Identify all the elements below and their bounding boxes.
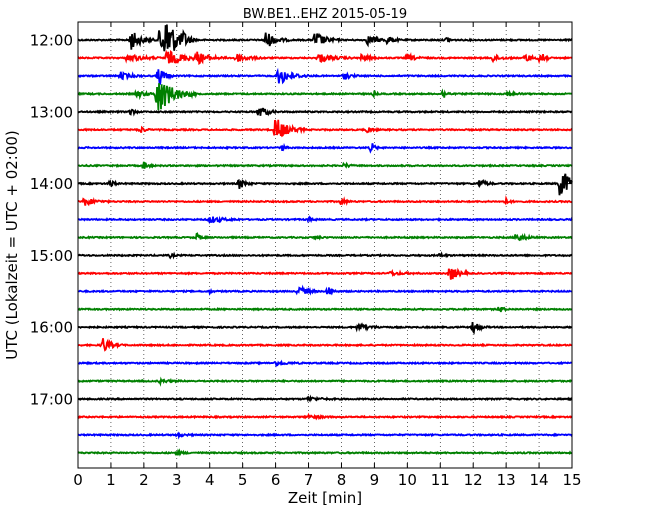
trace-1630 — [77, 359, 573, 368]
x-tick-label: 2 — [139, 471, 149, 489]
y-tick-label: 12:00 — [30, 32, 73, 50]
trace-1700 — [77, 394, 573, 403]
vertical-grid — [110, 22, 540, 468]
plot-frame — [77, 21, 573, 469]
trace-1400 — [77, 173, 573, 196]
x-tick-label: 13 — [497, 471, 516, 489]
x-tick-label: 4 — [205, 471, 215, 489]
trace-1245 — [77, 83, 573, 111]
x-tick-label: 0 — [73, 471, 83, 489]
x-tick-label: 3 — [172, 471, 182, 489]
trace-1615 — [77, 338, 573, 352]
trace-1530 — [77, 284, 573, 296]
x-tick-label: 9 — [370, 471, 380, 489]
trace-1415 — [77, 195, 573, 207]
trace-1600 — [77, 322, 573, 335]
y-tick-label: 17:00 — [30, 391, 73, 409]
trace-1645 — [77, 376, 573, 387]
x-tick-label: 14 — [530, 471, 549, 489]
trace-1730 — [77, 431, 573, 440]
x-tick-label: 10 — [398, 471, 417, 489]
trace-1215 — [77, 49, 573, 65]
chart-title: BW.BE1..EHZ 2015-05-19 — [243, 7, 407, 22]
trace-1315 — [77, 119, 573, 138]
y-tick-label: 16:00 — [30, 319, 73, 337]
trace-1230 — [77, 67, 573, 86]
x-axis-label: Zeit [min] — [288, 489, 362, 507]
x-tick-label: 12 — [464, 471, 483, 489]
x-tick-label: 7 — [304, 471, 314, 489]
trace-1200 — [77, 24, 573, 52]
x-tick-label: 1 — [106, 471, 116, 489]
x-tick-label: 11 — [431, 471, 450, 489]
trace-1345 — [77, 161, 573, 170]
y-tick-label: 15:00 — [30, 247, 73, 265]
y-tick-label: 13:00 — [30, 103, 73, 121]
y-tick-label: 14:00 — [30, 175, 73, 193]
x-tick-label: 15 — [562, 471, 581, 489]
x-tick-label: 6 — [271, 471, 281, 489]
trace-1330 — [77, 142, 573, 154]
trace-1715 — [77, 412, 573, 421]
trace-1300 — [77, 107, 573, 117]
trace-1515 — [77, 267, 573, 280]
seismic-traces — [77, 24, 573, 457]
x-tick-label: 8 — [337, 471, 347, 489]
trace-1545 — [77, 306, 573, 313]
x-tick-label: 5 — [238, 471, 248, 489]
trace-1430 — [77, 215, 573, 225]
y-axis-label: UTC (Lokalzeit = UTC + 02:00) — [3, 130, 21, 360]
trace-1745 — [77, 448, 573, 457]
trace-1500 — [77, 251, 573, 260]
axis-ticks: 0 1 2 3 4 5 6 7 8 9 10 11 12 13 14 1512:0013:0014:0015:… — [30, 22, 582, 489]
trace-1445 — [77, 232, 573, 242]
